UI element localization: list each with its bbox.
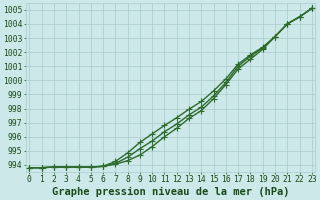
X-axis label: Graphe pression niveau de la mer (hPa): Graphe pression niveau de la mer (hPa) [52,187,289,197]
